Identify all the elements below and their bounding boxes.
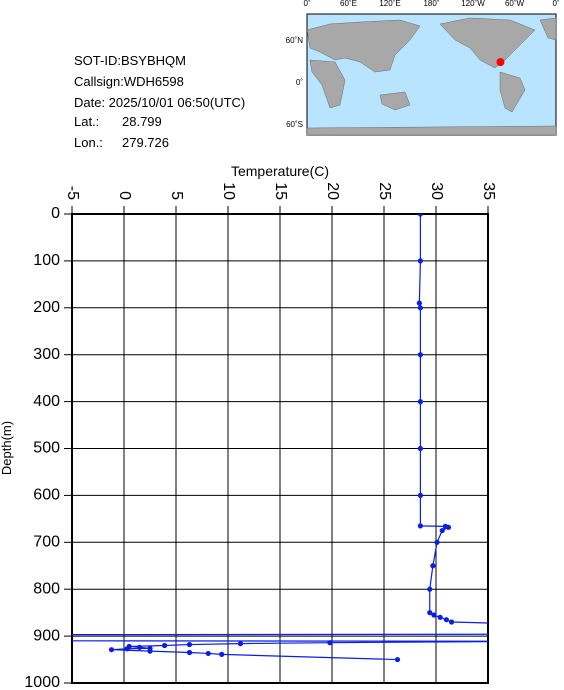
plot-frame: [71, 213, 489, 684]
profile-point: [427, 610, 433, 616]
profile-point: [416, 300, 422, 306]
x-tick-label: 10: [220, 182, 237, 200]
profile-point: [417, 258, 423, 264]
map-lat-label: 60˚N: [286, 36, 304, 45]
profile-point: [443, 617, 449, 623]
x-tick-label: 0: [116, 191, 133, 200]
profile-point: [205, 650, 211, 657]
map-lon-label: 0˚: [552, 0, 559, 8]
x-tick-label: 25: [376, 182, 393, 200]
profile-point: [431, 612, 437, 618]
profile-point: [327, 640, 333, 646]
station-marker: [496, 58, 505, 67]
profile-point: [417, 305, 423, 311]
info-lon: 279.726: [122, 135, 169, 150]
profile-point: [417, 523, 423, 529]
profile-point: [186, 641, 193, 648]
profile-point: [445, 524, 452, 530]
profile: [17, 214, 542, 663]
profile-point: [537, 632, 542, 637]
profile-point: [417, 352, 423, 358]
info-lat: 28.799: [122, 114, 162, 129]
y-tick-label: 400: [33, 393, 60, 410]
profile-point: [430, 563, 436, 569]
profile-point: [417, 399, 423, 405]
info-lon-label: Lon.:: [74, 135, 103, 150]
map-lon-label: 60˚W: [505, 0, 525, 8]
map: [306, 13, 557, 136]
y-tick-label: 900: [33, 627, 60, 644]
y-tick-label: 700: [33, 534, 60, 551]
profile-point: [417, 492, 423, 498]
profile-point: [17, 632, 22, 637]
y-tick-label: 600: [33, 487, 60, 504]
profile-point: [124, 646, 130, 652]
profile-point: [219, 651, 225, 657]
profile-point: [186, 649, 193, 656]
y-tick-label: 1000: [24, 674, 60, 690]
x-axis-title: Temperature(C): [231, 163, 329, 179]
profile-point: [537, 639, 542, 644]
map-lon-label: 120˚W: [461, 0, 485, 8]
profile-point: [17, 638, 22, 643]
x-tick-label: -5: [64, 186, 81, 200]
info-date: Date: 2025/10/01 06:50(UTC): [74, 95, 245, 110]
map-lon-label: 60˚E: [340, 0, 357, 8]
profile-point: [147, 648, 153, 654]
x-tick-label: 15: [272, 182, 289, 200]
profile-point: [137, 644, 143, 650]
map-land: [306, 17, 557, 136]
map-lon-label: 0˚: [303, 0, 310, 8]
map-lon-label: 120˚E: [379, 0, 400, 8]
profile-point: [161, 642, 168, 649]
profile-point: [417, 214, 423, 217]
x-tick-label: 30: [428, 182, 445, 200]
map-lon-label: 180˚: [423, 0, 439, 8]
profile-point: [427, 586, 433, 592]
x-tick-label: 20: [324, 182, 341, 200]
y-axis-title: Depth(m): [0, 421, 14, 475]
y-tick-label: 200: [33, 299, 60, 316]
y-tick-label: 300: [33, 346, 60, 363]
x-tick-label: 35: [480, 182, 497, 200]
profile-point: [537, 622, 542, 627]
profile-point: [108, 647, 115, 653]
profile-point: [434, 539, 440, 545]
info-callsign: Callsign:WDH6598: [74, 74, 184, 89]
y-tick-label: 800: [33, 580, 60, 597]
y-tick-label: 100: [33, 252, 60, 269]
y-tick-label: 500: [33, 440, 60, 457]
profile-point: [394, 656, 401, 663]
profile-point: [439, 527, 445, 534]
profile-point: [237, 641, 244, 647]
profile-point: [437, 614, 443, 620]
info-lat-label: Lat.:: [74, 114, 99, 129]
x-tick-label: 5: [168, 191, 185, 200]
map-lat-label: 0˚: [296, 78, 303, 87]
y-tick-label: 0: [51, 205, 60, 222]
profile-point: [449, 619, 455, 625]
map-lat-label: 60˚S: [286, 120, 303, 129]
profile-point: [417, 445, 423, 452]
info-id: SOT-ID:BSYBHQM: [74, 53, 186, 68]
